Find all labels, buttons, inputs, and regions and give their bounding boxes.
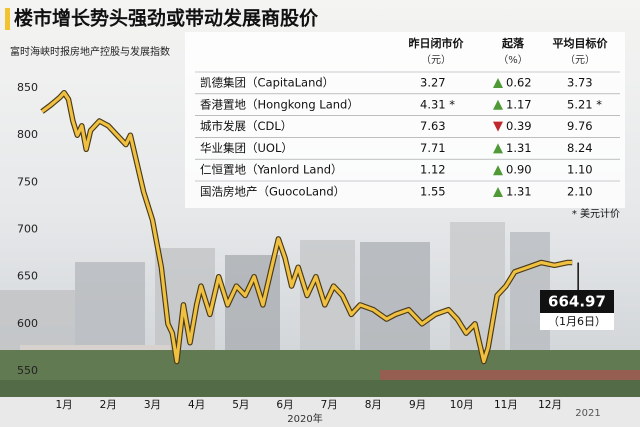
y-tick-label: 650 [17, 270, 38, 283]
target-price: 3.73 [567, 76, 593, 90]
arrow-down [493, 121, 503, 132]
company-name: 城市发展（CDL） [200, 119, 292, 133]
callout-box [540, 290, 614, 313]
arrow-up [493, 165, 503, 176]
x-tick-label: 7月 [321, 399, 338, 411]
change-pct: 0.62 [506, 76, 532, 90]
last-value-label: 664.97 [548, 293, 606, 311]
x-axis-band [0, 397, 640, 427]
close-price: 7.71 [420, 141, 446, 155]
company-name: 凯德集团（CapitaLand） [200, 76, 334, 90]
chart-title: 楼市增长势头强劲或带动发展商股价 [14, 7, 319, 30]
y-tick-label: 750 [17, 175, 38, 188]
change-pct: 0.39 [506, 119, 532, 133]
column-title: 昨日闭市价 [409, 36, 465, 50]
change-pct: 0.90 [506, 163, 532, 177]
close-price: 1.55 [420, 185, 446, 199]
y-tick-label: 600 [17, 317, 38, 330]
target-price: 8.24 [567, 141, 593, 155]
title-accent [5, 8, 10, 30]
close-price: 3.27 [420, 76, 446, 90]
arrow-up [493, 143, 503, 154]
y-tick-label: 850 [17, 81, 38, 94]
next-year-label: 2021 [575, 408, 600, 419]
table-panel [185, 32, 625, 208]
arrow-up [493, 78, 503, 88]
column-unit: （%） [498, 54, 528, 66]
last-date-label: （1月6日） [548, 315, 606, 328]
column-unit: （元） [421, 54, 451, 66]
y-tick-label: 800 [17, 128, 38, 141]
column-title: 平均目标价 [553, 36, 609, 50]
close-price: 4.31 * [420, 97, 455, 111]
x-tick-label: 10月 [450, 399, 474, 411]
company-name: 国浩房地产（GuocoLand） [200, 185, 345, 199]
change-pct: 1.31 [506, 185, 532, 199]
x-tick-label: 11月 [494, 399, 518, 411]
arrow-up [493, 99, 503, 110]
column-title: 起落 [501, 36, 525, 50]
change-pct: 1.17 [506, 97, 532, 111]
x-axis-label: 2020年 [287, 412, 322, 425]
x-tick-label: 3月 [144, 399, 161, 411]
x-tick-label: 8月 [365, 399, 382, 411]
target-price: 2.10 [567, 185, 593, 199]
x-tick-label: 5月 [232, 399, 249, 411]
x-tick-label: 9月 [409, 399, 426, 411]
date-box [540, 313, 614, 330]
arrow-up [493, 187, 503, 197]
x-tick-label: 2月 [100, 399, 117, 411]
x-tick-label: 12月 [538, 399, 562, 411]
change-pct: 1.31 [506, 141, 532, 155]
plot: 550 600 650 700 750 800 850 1月 2月 3月 4月 5月 6月 7月 8月 9月 1… [17, 81, 614, 425]
y-tick-label: 700 [17, 223, 38, 236]
x-tick-label: 4月 [188, 399, 205, 411]
x-tick-label: 6月 [276, 399, 293, 411]
column-unit: （元） [565, 54, 595, 66]
price-table: 昨日闭市价 （元） 起落 （%） 平均目标价 （元） 凯德集团（CapitaLand） 3.2… [195, 36, 620, 220]
chart-subtitle: 富时海峡时报房地产控股与发展指数 [10, 45, 170, 58]
close-price: 1.12 [420, 163, 446, 177]
company-name: 仁恒置地（Yanlord Land） [200, 163, 343, 177]
x-tick-label: 1月 [55, 399, 72, 411]
target-price: 9.76 [567, 119, 593, 133]
company-name: 香港置地（Hongkong Land） [200, 97, 359, 111]
target-price: 5.21 * [567, 97, 602, 111]
line [41, 91, 573, 364]
y-tick-label: 550 [17, 364, 38, 377]
company-name: 华业集团（UOL） [200, 141, 293, 155]
close-price: 7.63 [420, 119, 446, 133]
footnote: * 美元计价 [572, 207, 620, 220]
target-price: 1.10 [567, 163, 593, 177]
